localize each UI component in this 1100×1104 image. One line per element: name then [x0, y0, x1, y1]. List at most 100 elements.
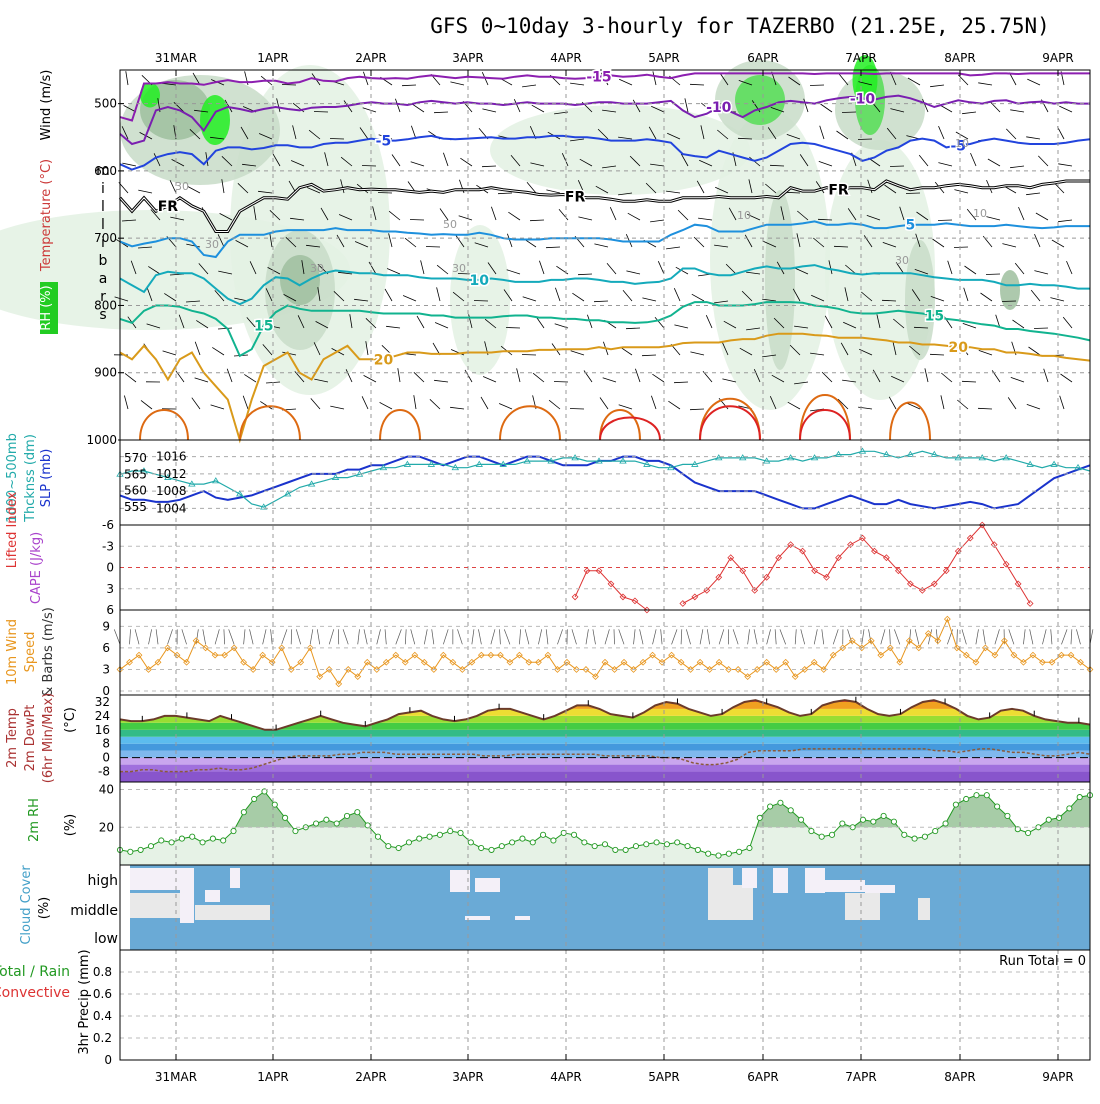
wind-barb — [981, 293, 993, 301]
wind-barb — [690, 84, 704, 85]
wind-barb — [938, 220, 952, 221]
rh-point — [179, 836, 184, 841]
wind-barb — [1054, 183, 1064, 193]
isotherm-label: 15 — [254, 319, 273, 335]
rh-point — [468, 840, 473, 845]
wind-barb — [842, 112, 856, 113]
wind-barb-10m — [754, 629, 757, 644]
wind-barb-10m — [614, 629, 615, 644]
li-tick: 3 — [106, 582, 114, 596]
wind-barb — [570, 83, 584, 85]
wind-barb-10m — [291, 629, 292, 644]
wind-barb — [387, 269, 400, 275]
wind-barb — [839, 74, 848, 85]
rh-point — [768, 804, 773, 809]
wind-barb — [642, 355, 656, 356]
temp-tick: 8 — [102, 737, 110, 751]
wind-barb-10m — [833, 629, 838, 644]
rh-axis-label: RH (%) — [39, 285, 54, 330]
wind-barb-10m — [1071, 629, 1072, 644]
precip-axis-label: 3hr Precip (mm) — [77, 949, 92, 1054]
rh-point — [819, 834, 824, 839]
wind-barb — [988, 159, 1000, 166]
wind-barb — [963, 323, 976, 328]
wind-barb-10m — [640, 629, 643, 644]
slp-tick: 1008 — [156, 484, 187, 498]
rh-point — [871, 819, 876, 824]
pressure-tick: 900 — [94, 366, 117, 380]
wind-barb — [1061, 374, 1073, 382]
cloud-level-low: low — [94, 931, 118, 947]
rh-point — [716, 853, 721, 858]
rh-point — [726, 851, 731, 856]
wind-barb — [607, 263, 616, 274]
rh-label: 50 — [443, 218, 457, 231]
rh-point — [953, 802, 958, 807]
cloud-block — [230, 868, 240, 888]
date-label-top: 5APR — [648, 51, 679, 65]
wind-barb — [819, 161, 832, 166]
wind-barb — [690, 409, 704, 410]
wind-barb — [533, 373, 544, 382]
cloud-unit-label: (%) — [37, 897, 52, 920]
wind-barb — [385, 289, 392, 301]
wind-barb-10m — [504, 629, 510, 644]
wind-barb — [1008, 397, 1016, 409]
wind-barb — [188, 186, 200, 193]
wind-barb — [572, 293, 584, 301]
wind-barb — [964, 288, 968, 301]
rh-point — [613, 847, 618, 852]
wind-barb-10m — [443, 629, 448, 644]
wind-barb — [243, 396, 248, 409]
rh-point — [344, 813, 349, 818]
temp-tick: 0 — [102, 751, 110, 765]
wind-barb — [1058, 164, 1072, 166]
date-label-bottom: 9APR — [1042, 1070, 1073, 1084]
wind-barb — [986, 217, 1000, 220]
wind-barb — [546, 247, 560, 248]
temp-band — [120, 695, 1090, 702]
wind-barb — [402, 85, 416, 86]
rh-shading — [765, 190, 795, 370]
wind-barb — [141, 400, 152, 409]
wind-barb-10m — [881, 629, 885, 644]
wind-barb-10m — [244, 629, 245, 644]
wind-barb-10m — [250, 629, 254, 644]
minmax-label: (6hr Min/Max) — [41, 693, 56, 783]
wind-barb — [482, 166, 496, 167]
wind-barb — [414, 372, 424, 382]
temp-band — [120, 737, 1090, 744]
wind-barb — [549, 400, 560, 409]
wind-barb-10m — [862, 629, 864, 644]
cloud-block — [180, 868, 194, 923]
wind10m-label: 10m Wind — [5, 619, 20, 685]
thickness-tick: 560 — [124, 484, 147, 498]
rh-point — [540, 832, 545, 837]
wind-barb — [858, 407, 872, 409]
temp-tick: 32 — [95, 695, 110, 709]
wind-barb — [674, 382, 688, 383]
wind-barb-10m — [593, 629, 596, 644]
wind-barb — [506, 328, 520, 329]
wind-barb-10m — [957, 629, 958, 644]
cloud-block — [708, 868, 733, 920]
wind-barb — [314, 112, 328, 113]
precip-tick: 0.4 — [93, 1009, 112, 1023]
rh-point — [964, 796, 969, 801]
lifted-index-point — [572, 594, 578, 600]
wind-barb — [1035, 234, 1041, 247]
precip-tick: 0.6 — [93, 987, 112, 1001]
date-label-bottom: 8APR — [944, 1070, 975, 1084]
rh-label: 30 — [895, 254, 909, 267]
wind-barb — [508, 212, 520, 220]
slp-tick: 1012 — [156, 467, 187, 481]
wind-barb — [1031, 290, 1040, 301]
cloud-block — [845, 893, 880, 920]
wind-barb — [1013, 320, 1025, 328]
cloud-block — [130, 868, 180, 890]
rh-label: 10 — [955, 137, 969, 150]
wind-barb — [919, 155, 928, 166]
pressure-tick: 1000 — [86, 433, 117, 447]
wind-barb — [434, 380, 448, 382]
rh-point — [1056, 815, 1061, 820]
